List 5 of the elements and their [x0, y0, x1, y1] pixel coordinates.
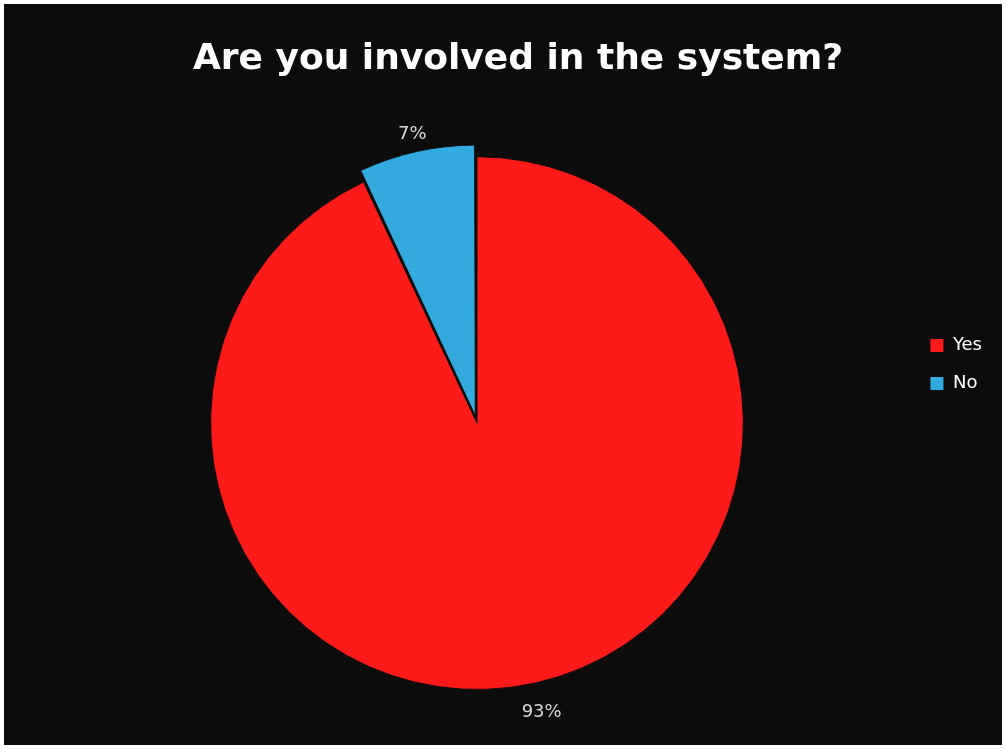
data-label: 93% — [521, 700, 562, 722]
legend-label: Yes — [951, 333, 983, 355]
data-label: 7% — [398, 121, 427, 143]
chart-title: Are you involved in the system? — [192, 35, 844, 77]
legend-label: No — [952, 371, 978, 393]
